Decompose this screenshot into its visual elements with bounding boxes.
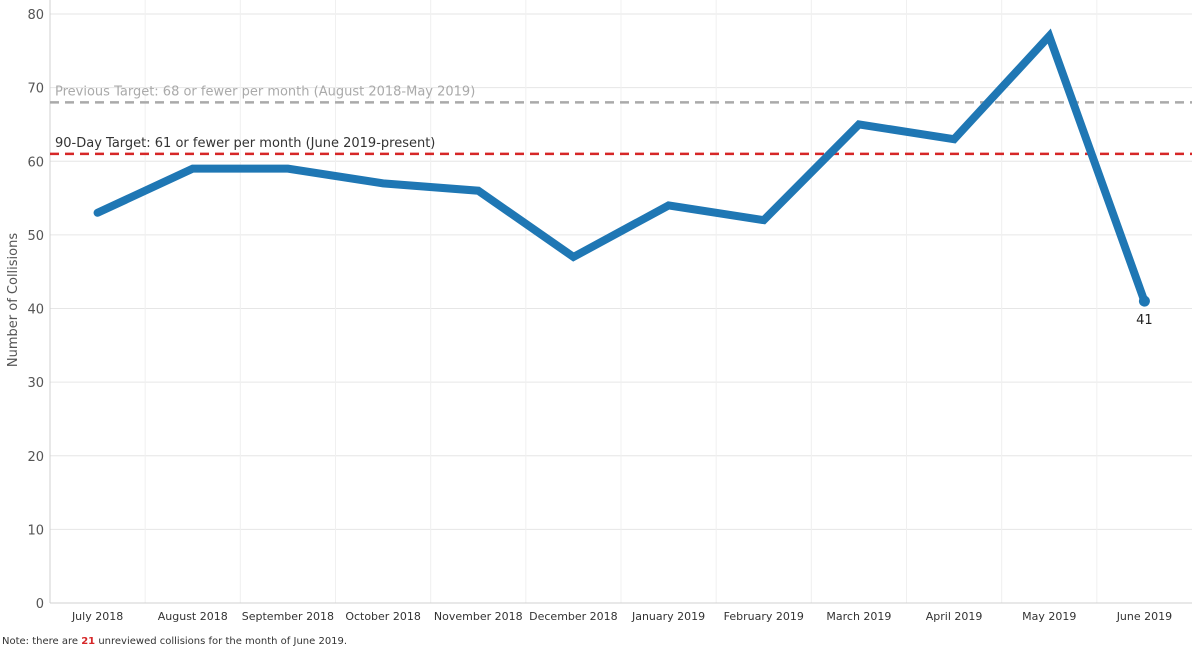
x-tick-label: December 2018: [529, 610, 618, 623]
y-tick-label: 30: [27, 376, 44, 391]
reference-lines: Previous Target: 68 or fewer per month (…: [50, 84, 1192, 156]
x-tick-label: October 2018: [345, 610, 421, 623]
y-tick-label: 50: [27, 229, 44, 244]
y-tick-label: 0: [36, 597, 44, 612]
reference-line-label: 90-Day Target: 61 or fewer per month (Ju…: [55, 136, 435, 151]
x-tick-label: November 2018: [434, 610, 523, 623]
y-tick-label: 10: [27, 523, 44, 538]
unreviewed-count: 21: [81, 636, 96, 647]
data-labels: 41: [1136, 313, 1153, 328]
y-tick-label: 70: [27, 82, 44, 97]
x-tick-label: March 2019: [826, 610, 891, 623]
reference-line-label: Previous Target: 68 or fewer per month (…: [55, 84, 475, 99]
series: [93, 28, 1150, 307]
x-tick-label: April 2019: [926, 610, 983, 623]
footnote-prefix: Note: there are: [2, 636, 82, 647]
data-point: [1138, 295, 1150, 307]
y-tick-label: 40: [27, 303, 44, 318]
x-tick-label: January 2019: [631, 610, 705, 623]
x-tick-label: February 2019: [724, 610, 804, 623]
x-tick-label: September 2018: [242, 610, 334, 623]
y-tick-label: 60: [27, 155, 44, 170]
y-axis-title: Number of Collisions: [6, 233, 21, 367]
x-tick-label: July 2018: [71, 610, 123, 623]
x-tick-label: August 2018: [158, 610, 228, 623]
y-tick-label: 20: [27, 450, 44, 465]
y-tick-label: 80: [27, 8, 44, 23]
footnote: Note: there are 21 unreviewed collisions…: [2, 636, 347, 647]
axes: Number of Collisions 0 10 20 30 40 50 60 70 80 Ju…: [6, 0, 1192, 623]
data-label: 41: [1136, 313, 1153, 328]
x-tick-label: June 2019: [1116, 610, 1172, 623]
series-line: [93, 28, 1149, 306]
x-tick-label: May 2019: [1022, 610, 1076, 623]
footnote-suffix: unreviewed collisions for the month of J…: [95, 636, 348, 647]
